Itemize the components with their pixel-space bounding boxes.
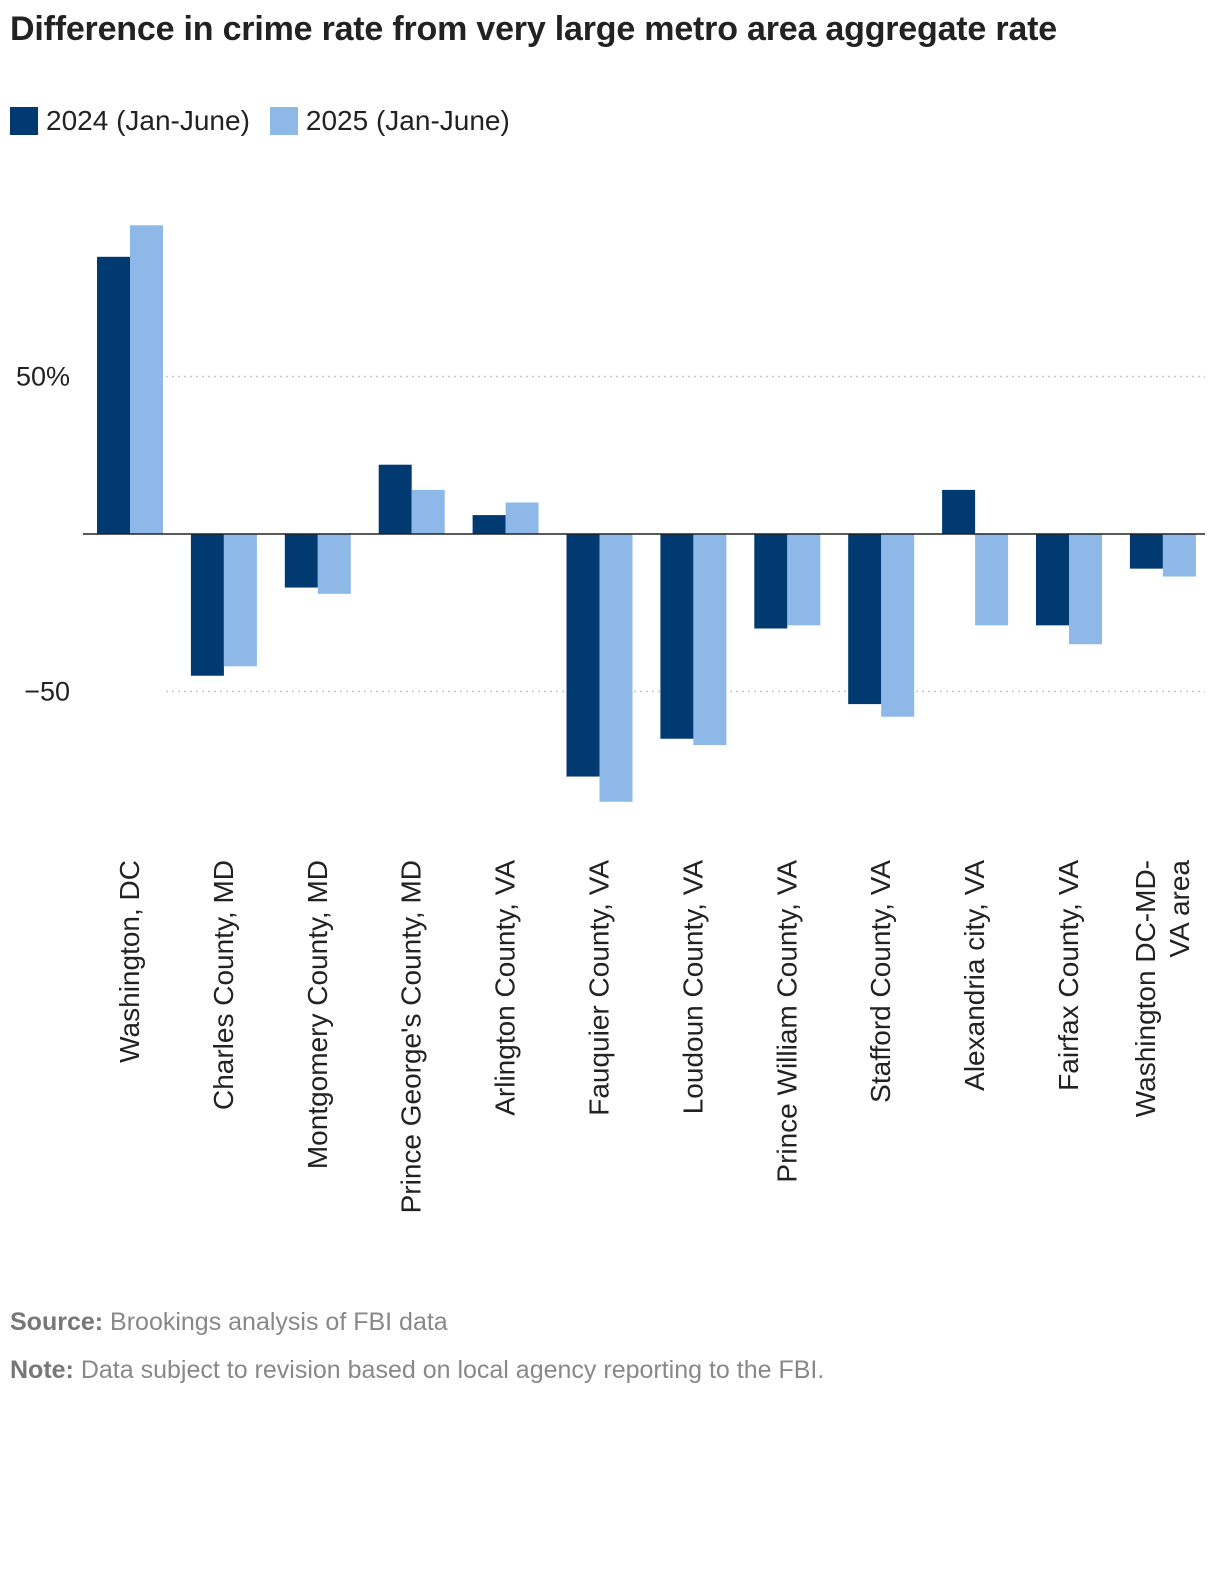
bar-2025-5 [599,534,633,802]
x-tick-label-1: Charles County, MD [208,860,239,1110]
note-line: Note: Data subject to revision based on … [10,1356,824,1385]
x-tick-label-line: Washington, DC [114,860,145,1063]
x-tick-label-8: Stafford County, VA [865,860,896,1103]
legend-swatch-2025 [269,107,298,135]
x-tick-label-0: Washington, DC [114,860,145,1063]
x-tick-label-line: Fairfax County, VA [1053,860,1084,1091]
bar-2024-3 [378,464,412,534]
bar-2024-9 [942,489,976,534]
bar-2025-1 [223,534,257,667]
x-tick-label-9: Alexandria city, VA [959,860,990,1091]
note-label: Note: [10,1356,74,1384]
x-tick-label-line: Montgomery County, MD [302,860,333,1169]
bar-2025-3 [411,489,445,534]
legend-swatch-2024 [10,107,38,135]
note-text: Data subject to revision based on local … [73,1356,825,1384]
source-text: Brookings analysis of FBI data [103,1308,448,1336]
bar-2025-6 [693,534,727,746]
legend-item-2025: 2025 (Jan-June) [269,105,510,137]
bar-2024-5 [566,534,600,777]
x-tick-label-2: Montgomery County, MD [302,860,333,1169]
bar-chart: 50% −50 Washington, DC Charles County, MD Mo… [16,225,1205,1213]
x-tick-label-line: Loudoun County, VA [677,860,708,1115]
y-tick-label-1: −50 [24,677,70,707]
bar-2025-2 [317,534,351,594]
bar-2024-4 [472,515,506,534]
bar-2025-10 [1069,534,1102,645]
x-tick-label-line: VA area [1164,860,1195,958]
bar-2024-0 [97,256,130,534]
x-tick-label-line: Arlington County, VA [490,860,521,1116]
x-tick-label-line: Fauquier County, VA [584,860,615,1116]
legend: 2024 (Jan-June) 2025 (Jan-June) [10,104,530,138]
bar-2024-8 [848,534,882,705]
legend-label-2024: 2024 (Jan-June) [46,105,250,136]
x-tick-label-4: Arlington County, VA [490,860,521,1116]
bar-2024-2 [284,534,318,588]
source-line: Source: Brookings analysis of FBI data [10,1308,448,1337]
x-tick-label-6: Loudoun County, VA [677,860,708,1115]
bar-2025-8 [881,534,915,717]
bar-2025-7 [787,534,821,626]
bar-2025-4 [505,502,539,534]
chart-title: Difference in crime rate from very large… [10,10,1057,48]
x-tick-label-3: Prince George's County, MD [396,860,427,1213]
bar-2024-11 [1129,534,1163,569]
bar-2025-11 [1162,534,1196,577]
bar-2025-0 [130,225,163,535]
x-tick-label-line: Prince George's County, MD [396,860,427,1213]
x-tick-label-7: Prince William County, VA [771,860,802,1183]
x-tick-label-line: Stafford County, VA [865,860,896,1103]
y-tick-label-0: 50% [16,362,70,392]
x-tick-label-10: Fairfax County, VA [1053,860,1084,1091]
x-tick-label-11: Washington DC-MD- VA area [1130,860,1195,1118]
x-tick-label-line: Alexandria city, VA [959,860,990,1091]
source-label: Source: [10,1308,104,1336]
bar-2024-6 [660,534,694,739]
bar-2025-9 [975,534,1009,626]
legend-label-2025: 2025 (Jan-June) [305,105,510,136]
x-tick-label-line: Charles County, MD [208,860,239,1110]
x-tick-label-5: Fauquier County, VA [584,860,615,1116]
x-tick-label-line: Washington DC-MD- [1130,860,1161,1117]
x-tick-label-line: Prince William County, VA [771,860,802,1183]
bar-2024-7 [754,534,788,629]
bar-2024-10 [1036,534,1069,626]
bar-2024-1 [190,534,224,676]
legend-item-2024: 2024 (Jan-June) [10,105,250,137]
